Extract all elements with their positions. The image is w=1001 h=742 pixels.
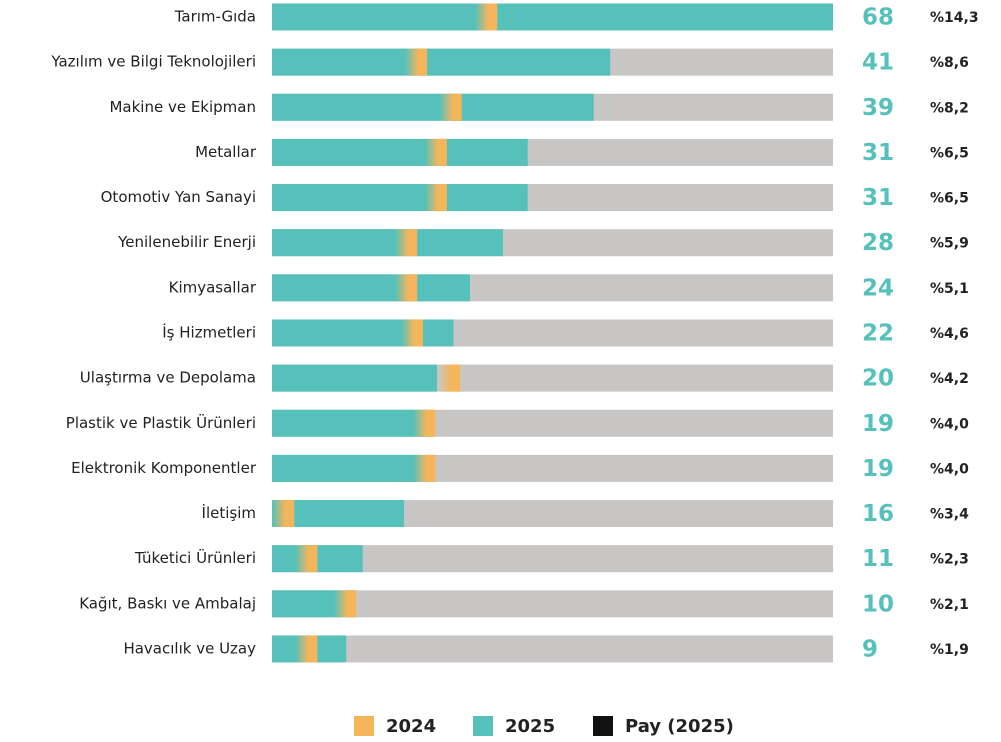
legend-swatch bbox=[593, 716, 613, 736]
bar-2025 bbox=[272, 319, 454, 347]
category-label: Makine ve Ekipman bbox=[109, 98, 256, 116]
value-label: 28 bbox=[862, 230, 894, 256]
share-label: %6,5 bbox=[930, 191, 969, 207]
value-label: 11 bbox=[862, 546, 894, 572]
category-label: Havacılık ve Uzay bbox=[123, 639, 256, 657]
category-label: Tüketici Ürünleri bbox=[134, 548, 256, 567]
value-label: 9 bbox=[862, 636, 878, 662]
share-label: %5,1 bbox=[930, 281, 969, 297]
track bbox=[272, 635, 833, 663]
category-label: Yazılım ve Bilgi Teknolojileri bbox=[50, 53, 256, 71]
value-label: 10 bbox=[862, 591, 894, 617]
category-label: İletişim bbox=[202, 503, 256, 522]
share-label: %8,2 bbox=[930, 100, 969, 116]
category-label: Tarım-Gıda bbox=[174, 8, 256, 26]
share-label: %6,5 bbox=[930, 145, 969, 161]
category-label: Plastik ve Plastik Ürünleri bbox=[66, 413, 256, 432]
value-label: 22 bbox=[862, 320, 894, 346]
marker-2024 bbox=[413, 409, 436, 437]
share-label: %2,3 bbox=[930, 552, 969, 568]
legend-label: 2024 bbox=[386, 716, 436, 737]
marker-2024 bbox=[400, 319, 423, 347]
marker-2024 bbox=[395, 274, 418, 302]
value-label: 16 bbox=[862, 501, 894, 527]
legend-swatch bbox=[354, 716, 374, 736]
bar-2025 bbox=[272, 364, 437, 392]
value-label: 19 bbox=[862, 456, 894, 482]
marker-2024 bbox=[295, 635, 318, 663]
legend-label: Pay (2025) bbox=[625, 716, 734, 737]
bar-2025 bbox=[272, 229, 503, 257]
value-label: 41 bbox=[862, 50, 894, 76]
marker-2024 bbox=[475, 3, 498, 31]
bar-2025 bbox=[272, 48, 611, 76]
share-label: %3,4 bbox=[930, 507, 969, 523]
category-label: Kağıt, Baskı ve Ambalaj bbox=[79, 594, 256, 612]
value-label: 31 bbox=[862, 185, 894, 211]
bar-2025 bbox=[272, 274, 470, 302]
share-label: %8,6 bbox=[930, 55, 969, 71]
share-label: %14,3 bbox=[930, 10, 979, 26]
track bbox=[272, 545, 833, 573]
share-label: %2,1 bbox=[930, 597, 969, 613]
bar-2025 bbox=[272, 3, 833, 31]
category-label: Elektronik Komponentler bbox=[71, 459, 257, 477]
legend-label: 2025 bbox=[505, 716, 555, 737]
bar-2025 bbox=[272, 409, 429, 437]
marker-2024 bbox=[424, 138, 447, 166]
bar-2025 bbox=[272, 93, 594, 121]
marker-2024 bbox=[395, 229, 418, 257]
marker-2024 bbox=[439, 93, 462, 121]
value-label: 31 bbox=[862, 140, 894, 166]
value-label: 68 bbox=[862, 5, 894, 31]
category-label: Ulaştırma ve Depolama bbox=[80, 369, 256, 387]
bar-2025 bbox=[272, 138, 528, 166]
share-label: %5,9 bbox=[930, 236, 969, 252]
marker-2024 bbox=[295, 545, 318, 573]
bar-2025 bbox=[272, 454, 429, 482]
marker-2024 bbox=[272, 500, 295, 528]
share-label: %4,6 bbox=[930, 326, 969, 342]
category-label: Yenilenebilir Enerji bbox=[117, 233, 256, 251]
value-label: 24 bbox=[862, 275, 894, 301]
marker-2024 bbox=[424, 184, 447, 212]
category-label: İş Hizmetleri bbox=[162, 322, 256, 341]
marker-2024 bbox=[413, 454, 436, 482]
value-label: 39 bbox=[862, 95, 894, 121]
value-label: 19 bbox=[862, 411, 894, 437]
share-label: %4,2 bbox=[930, 371, 969, 387]
share-label: %4,0 bbox=[930, 461, 969, 477]
category-label: Kimyasallar bbox=[169, 278, 257, 296]
category-label: Metallar bbox=[195, 143, 257, 161]
track bbox=[272, 590, 833, 618]
category-label: Otomotiv Yan Sanayi bbox=[101, 188, 256, 206]
legend-swatch bbox=[473, 716, 493, 736]
bar-2025 bbox=[272, 184, 528, 212]
share-label: %1,9 bbox=[930, 642, 969, 658]
value-label: 20 bbox=[862, 366, 894, 392]
marker-2024 bbox=[334, 590, 357, 618]
marker-2024 bbox=[438, 364, 461, 392]
marker-2024 bbox=[405, 48, 428, 76]
share-label: %4,0 bbox=[930, 416, 969, 432]
